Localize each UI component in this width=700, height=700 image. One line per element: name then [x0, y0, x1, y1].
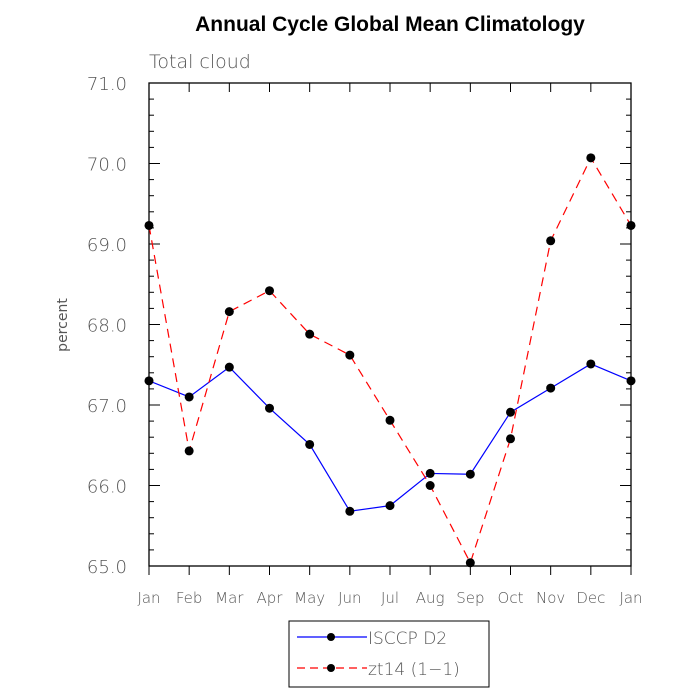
legend-marker-isccp	[327, 633, 335, 641]
x-tick-label: Dec	[576, 589, 605, 607]
x-tick-labels: Jan Feb Mar Apr May Jun Jul Aug Sep Oct Nov Dec Jan	[137, 589, 642, 607]
data-point-0	[184, 392, 194, 402]
x-tick-label: May	[294, 589, 325, 607]
series-line-0	[148, 363, 632, 512]
data-point-1	[224, 307, 234, 317]
y-tick-label: 67.0	[87, 396, 127, 417]
data-point-0	[506, 407, 515, 417]
y-tick-label: 71.0	[87, 74, 127, 95]
x-tick-label: Nov	[536, 589, 565, 607]
plot-frame	[148, 82, 632, 567]
data-point-1	[184, 446, 194, 456]
legend-label-isccp: ISCCP D2	[368, 629, 447, 649]
data-point-0	[385, 501, 395, 511]
x-tick-label: Jun	[338, 589, 361, 607]
data-point-1	[465, 558, 475, 568]
chart-title: Annual Cycle Global Mean Climatology	[195, 13, 585, 36]
chart-subtitle: Total cloud	[149, 51, 251, 73]
x-tick-label: Oct	[498, 589, 524, 607]
y-tick-label: 70.0	[87, 155, 127, 176]
series-layer	[144, 153, 636, 568]
y-tick-label: 65.0	[87, 557, 127, 578]
x-tick-label: Feb	[176, 589, 203, 607]
y-axis-label: percent	[55, 298, 71, 352]
data-point-0	[305, 439, 315, 449]
legend-label-zt14: zt14 (1−1)	[368, 660, 460, 680]
data-point-0	[265, 403, 274, 413]
y-tick-label: 68.0	[87, 316, 127, 337]
data-point-0	[425, 468, 435, 478]
data-point-1	[345, 350, 355, 360]
data-point-1	[626, 220, 636, 230]
x-tick-label: Mar	[215, 589, 244, 607]
x-tick-label: Aug	[416, 589, 445, 607]
data-point-1	[506, 434, 515, 444]
data-point-0	[626, 376, 636, 386]
x-tick-label: Jan	[619, 589, 642, 607]
x-tick-label: Sep	[456, 589, 484, 607]
y-tick-label: 69.0	[87, 235, 127, 256]
data-point-1	[385, 415, 395, 425]
data-point-0	[465, 469, 475, 479]
data-point-1	[305, 329, 315, 339]
data-point-0	[345, 506, 355, 516]
data-point-1	[265, 286, 274, 296]
legend-box	[288, 620, 490, 688]
data-point-1	[144, 220, 154, 230]
data-point-1	[425, 481, 435, 490]
x-tick-label: Jan	[137, 589, 160, 607]
data-point-0	[586, 359, 596, 369]
y-tick-labels: 65.0 66.0 67.0 68.0 69.0 70.0 71.0	[87, 74, 127, 578]
data-point-0	[144, 376, 154, 386]
x-tick-label: Jul	[381, 589, 399, 607]
data-point-1	[586, 153, 596, 163]
legend-marker-zt14	[327, 664, 335, 672]
data-point-0	[546, 383, 556, 393]
x-tick-label: Apr	[257, 589, 284, 607]
data-point-1	[546, 236, 556, 246]
y-tick-label: 66.0	[87, 477, 127, 498]
legend: ISCCP D2 zt14 (1−1)	[288, 620, 490, 688]
data-point-0	[224, 362, 234, 372]
